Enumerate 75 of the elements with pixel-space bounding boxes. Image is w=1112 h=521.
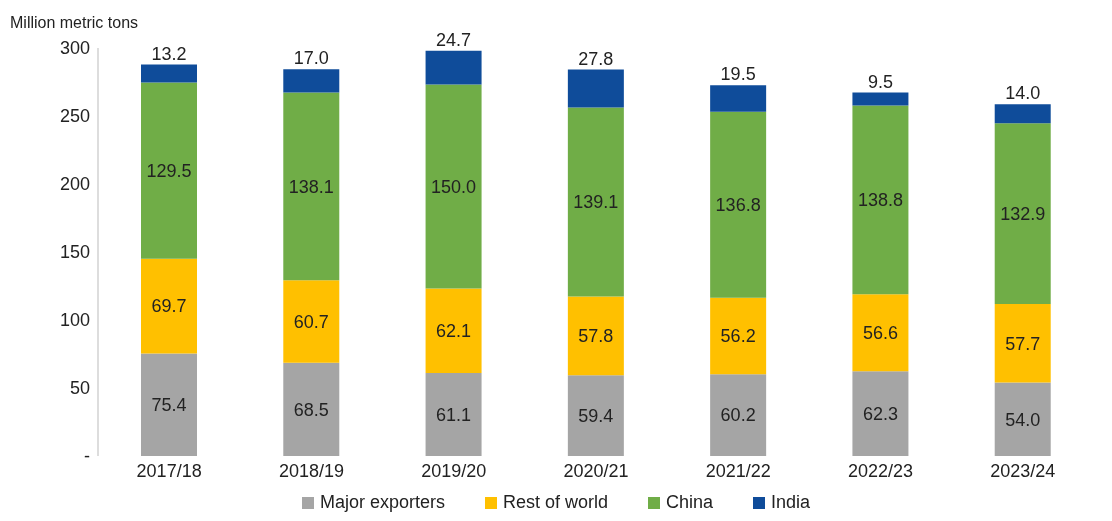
data-label: 56.6 [862, 323, 898, 344]
data-label: 27.8 [578, 48, 614, 69]
data-label: 9.5 [867, 71, 893, 92]
data-label: 24.7 [436, 29, 472, 50]
bar [141, 64, 197, 83]
bar [283, 280, 340, 363]
bar [141, 258, 197, 354]
bar [852, 371, 909, 456]
bar [994, 123, 1051, 305]
data-label: 14.0 [1005, 83, 1041, 104]
y-tick-label: 250 [59, 106, 90, 127]
bar [425, 372, 482, 456]
bar [283, 69, 340, 93]
bar [283, 362, 340, 456]
bar [852, 294, 909, 372]
x-tick-label: 2017/18 [136, 460, 202, 481]
data-label: 54.0 [1005, 409, 1041, 430]
bar [710, 374, 767, 456]
bar [994, 104, 1051, 124]
data-label: 136.8 [715, 195, 761, 216]
bar [425, 288, 482, 373]
data-label: 60.7 [293, 311, 329, 332]
y-tick-label: 100 [59, 310, 90, 331]
data-label: 59.4 [578, 406, 614, 426]
bar [852, 105, 909, 295]
y-tick-label: - [84, 446, 90, 467]
y-tick-label: 50 [69, 378, 90, 399]
data-label: 150.0 [431, 176, 477, 197]
legend-label: Rest of world [502, 492, 608, 513]
x-tick-label: 2019/20 [421, 460, 487, 481]
legend-label: India [771, 492, 811, 513]
x-tick-label: 2021/22 [705, 460, 771, 481]
data-label: 132.9 [1000, 204, 1046, 225]
data-label: 139.1 [573, 192, 619, 213]
bar [710, 85, 767, 112]
bar [710, 111, 767, 298]
bar [567, 375, 624, 456]
x-tick-label: 2022/23 [848, 460, 914, 481]
legend-label: China [666, 492, 714, 513]
data-label: 75.4 [151, 395, 187, 416]
data-label: 17.0 [293, 48, 329, 69]
y-axis-title: Million metric tons [10, 14, 139, 32]
data-label: 19.5 [720, 64, 756, 85]
bar [994, 382, 1051, 456]
bar [994, 304, 1051, 383]
data-label: 68.5 [293, 399, 329, 420]
bar [141, 353, 197, 456]
bar [141, 82, 197, 259]
x-tick-label: 2020/21 [563, 460, 629, 481]
bar [852, 92, 909, 106]
data-label: 138.1 [288, 176, 334, 197]
bar [425, 50, 482, 85]
bar [567, 107, 624, 297]
legend-label: Major exporters [319, 492, 445, 513]
y-tick-label: 200 [59, 174, 90, 195]
bar [710, 297, 767, 375]
y-tick-label: 300 [59, 38, 90, 59]
data-label: 138.8 [857, 190, 903, 211]
data-label: 57.7 [1005, 333, 1041, 354]
data-label: 60.2 [720, 405, 756, 426]
data-label: 56.2 [720, 326, 756, 347]
bar [567, 69, 624, 108]
x-tick-label: 2023/24 [990, 460, 1056, 481]
data-label: 62.3 [862, 404, 898, 425]
bar [283, 92, 340, 281]
y-tick-label: 150 [59, 242, 90, 263]
data-label: 129.5 [146, 160, 192, 181]
x-tick-label: 2018/19 [278, 460, 344, 481]
bar [567, 296, 624, 376]
data-label: 57.8 [578, 326, 614, 347]
bar [425, 84, 482, 289]
data-label: 69.7 [151, 296, 187, 317]
data-label: 61.1 [436, 404, 472, 425]
data-label: 62.1 [436, 321, 472, 342]
data-label: 13.2 [151, 43, 187, 64]
